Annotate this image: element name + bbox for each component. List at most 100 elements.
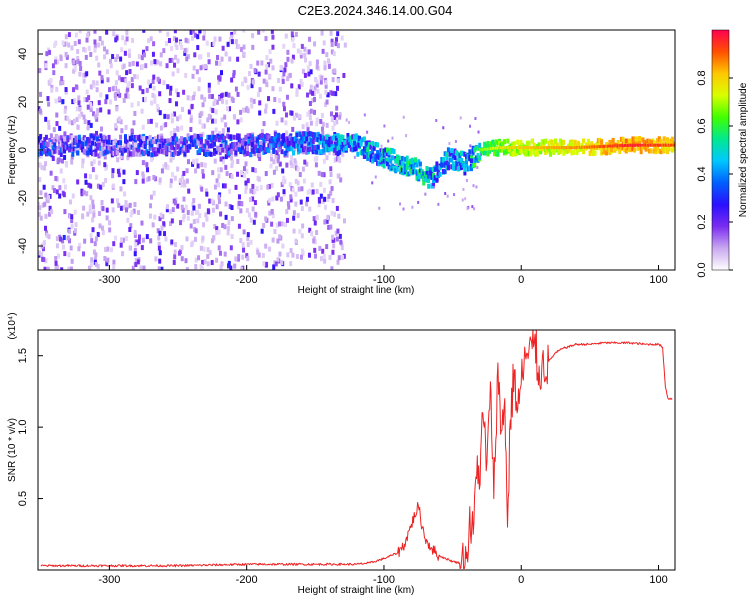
spectrogram-cell	[316, 88, 320, 94]
spectrogram-cell	[374, 157, 378, 163]
spectrogram-cell	[63, 184, 67, 190]
spectrogram-cell	[412, 166, 416, 172]
spectrogram-cell	[499, 146, 503, 150]
spectrogram-cell	[266, 62, 270, 68]
spectrogram-cell	[577, 147, 581, 153]
spectrogram-cell	[249, 188, 253, 194]
spectrogram-cell	[105, 30, 109, 35]
spectrogram-cell	[77, 142, 81, 148]
spectrogram-cell	[192, 205, 196, 211]
spectrogram-cell	[330, 38, 334, 44]
spectrogram-cell	[249, 63, 253, 69]
spectrogram-cell	[44, 161, 48, 167]
spectrogram-cell	[47, 119, 51, 125]
spectrogram-cell	[92, 212, 96, 218]
spectrogram-cell	[58, 185, 62, 191]
spectrogram-cell	[399, 160, 403, 166]
spectrogram-cell	[273, 142, 277, 148]
spectrogram-cell	[265, 55, 269, 61]
spectrogram-cell	[44, 141, 48, 147]
spectrogram-cell	[62, 234, 66, 240]
spectrogram-cell	[483, 150, 487, 156]
spectrogram-cell	[199, 54, 203, 60]
spectrogram-cell	[74, 139, 78, 145]
spectrogram-cell	[474, 155, 478, 161]
spectrogram-cell	[72, 118, 76, 124]
spectrogram-cell	[250, 142, 254, 148]
spectrogram-cell	[277, 78, 281, 84]
spectrogram-cell	[210, 42, 214, 48]
spectrogram-cell	[602, 144, 605, 148]
spectrogram-cell	[453, 193, 456, 197]
spectrogram-cell	[245, 145, 249, 151]
spectrogram-cell	[82, 190, 86, 196]
snr-x-tick-label: -100	[373, 574, 395, 586]
spectrogram-cell	[68, 228, 72, 234]
spectrogram-cell	[210, 260, 214, 266]
spectrogram-cell	[175, 144, 179, 150]
spectrogram-cell	[327, 63, 331, 69]
spectrogram-cell	[496, 150, 500, 156]
spectrogram-cell	[417, 174, 421, 180]
spectrogram-cell	[102, 150, 106, 156]
spectrogram-cell	[256, 92, 260, 98]
spectrogram-cell	[555, 147, 559, 153]
spectrogram-cell	[412, 169, 416, 175]
spectrogram-cell	[311, 132, 315, 138]
spectrogram-cell	[493, 141, 497, 147]
spectrogram-cell	[94, 261, 98, 267]
spectrogram-cell	[275, 120, 279, 126]
spectrogram-cell	[483, 141, 487, 147]
spectrogram-cell	[140, 245, 144, 251]
spectrogram-cell	[242, 166, 246, 172]
spectrogram-cell	[636, 145, 640, 151]
spectrogram-cell	[90, 257, 94, 263]
spectrogram-cell	[97, 160, 101, 166]
spectrogram-cell	[255, 138, 259, 144]
spectrogram-cell	[306, 141, 310, 147]
spectrogram-cell	[272, 169, 276, 175]
spectrogram-cell	[432, 185, 435, 189]
spectrogram-cell	[593, 150, 597, 156]
spectrogram-cell	[221, 147, 225, 153]
spectrogram-cell	[369, 157, 373, 163]
spectrogram-cell	[192, 95, 196, 101]
spectrogram-cell	[325, 244, 329, 250]
spectrogram-cell	[86, 138, 90, 144]
spectrogram-cell	[140, 139, 144, 145]
spectrogram-cell	[460, 150, 464, 156]
spectrogram-cell	[133, 145, 137, 151]
spectrogram-cell	[409, 162, 413, 168]
spectrogram-cell	[351, 134, 355, 140]
spectrogram-cell	[100, 146, 104, 152]
spectrogram-cell	[216, 133, 220, 139]
spectrogram-cell	[346, 136, 350, 142]
spectrogram-cell	[63, 108, 67, 114]
spectrogram-cell	[522, 149, 526, 155]
spectrogram-cell	[218, 76, 222, 82]
spectrogram-cell	[78, 106, 82, 112]
spectrogram-cell	[642, 144, 646, 150]
spectrogram-cell	[206, 247, 210, 253]
spectrogram-cell	[300, 139, 304, 145]
spectrogram-cell	[260, 132, 264, 138]
spectrogram-cell	[242, 247, 246, 253]
snr-panel: -300 -200 -100 0 100 0.51.01.5 Height of str…	[7, 312, 676, 596]
spectrogram-cell	[453, 155, 457, 161]
spectrogram-cell	[652, 144, 656, 150]
spectrogram-cell	[209, 151, 213, 157]
spectrogram-cell	[455, 165, 459, 171]
spectrogram-cell	[112, 241, 116, 247]
spectrogram-cell	[145, 136, 149, 142]
spectrogram-cell	[196, 34, 200, 40]
spectrogram-cell	[72, 59, 76, 65]
spectrogram-cell	[315, 79, 319, 85]
spectrogram-cell	[173, 149, 177, 155]
spectrogram-cell	[252, 136, 256, 142]
spectrogram-cell	[582, 145, 585, 149]
spectrogram-cell	[72, 68, 76, 74]
spectrogram-cell	[338, 138, 342, 144]
spectrogram-cell	[317, 196, 321, 202]
spectrogram-cell	[342, 72, 346, 78]
spectrogram-cell	[315, 230, 319, 236]
